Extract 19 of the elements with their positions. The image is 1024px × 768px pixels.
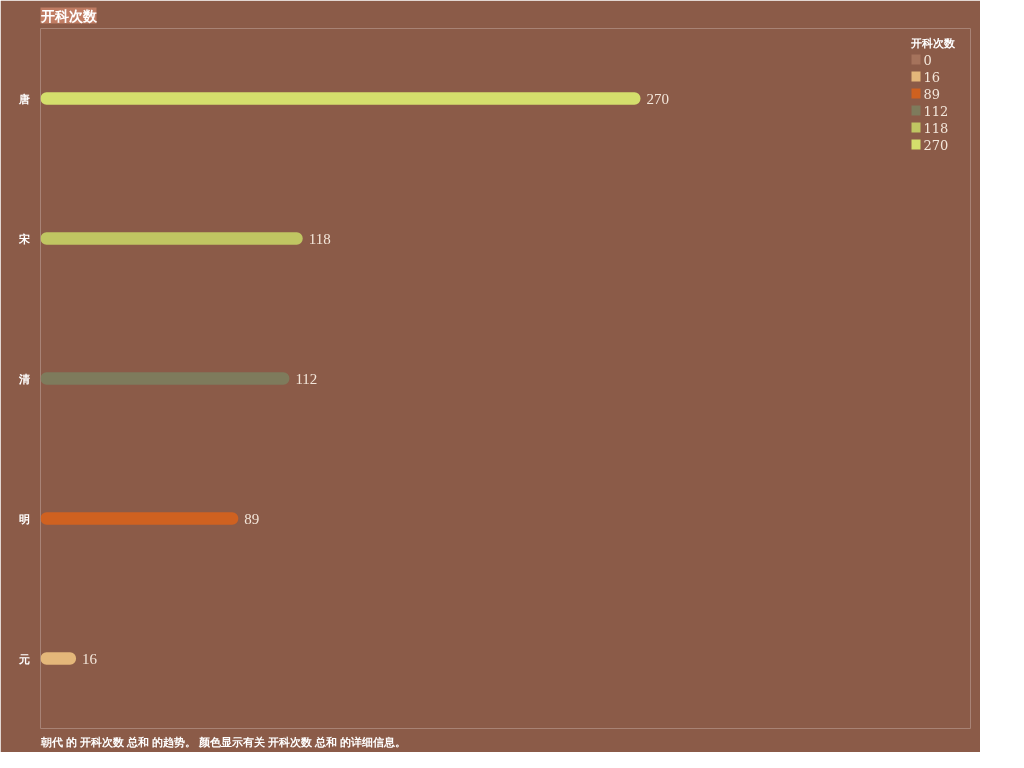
y-tick-label: 宋 <box>17 232 30 245</box>
legend-label: 0 <box>923 52 932 68</box>
legend-label: 89 <box>923 86 941 102</box>
legend-label: 118 <box>923 120 949 136</box>
legend-label: 112 <box>923 103 949 119</box>
data-label: 16 <box>82 650 98 667</box>
chart-title: 开科次数 <box>39 7 98 24</box>
data-label: 118 <box>308 230 331 247</box>
legend-label: 16 <box>923 69 941 85</box>
data-label: 112 <box>295 370 318 387</box>
legend-title: 开科次数 <box>909 36 956 49</box>
data-label: 89 <box>244 510 260 527</box>
y-tick-label: 明 <box>18 512 30 525</box>
y-tick-label: 唐 <box>17 92 30 105</box>
y-tick-label: 清 <box>17 372 30 385</box>
y-tick-label: 元 <box>17 652 30 665</box>
data-label: 270 <box>646 90 669 107</box>
text: 朝代 的 开科次数 总和 的趋势。 颜色显示有关 开科次数 总和 的详细信息。 <box>39 735 406 748</box>
legend-label: 270 <box>923 137 949 153</box>
